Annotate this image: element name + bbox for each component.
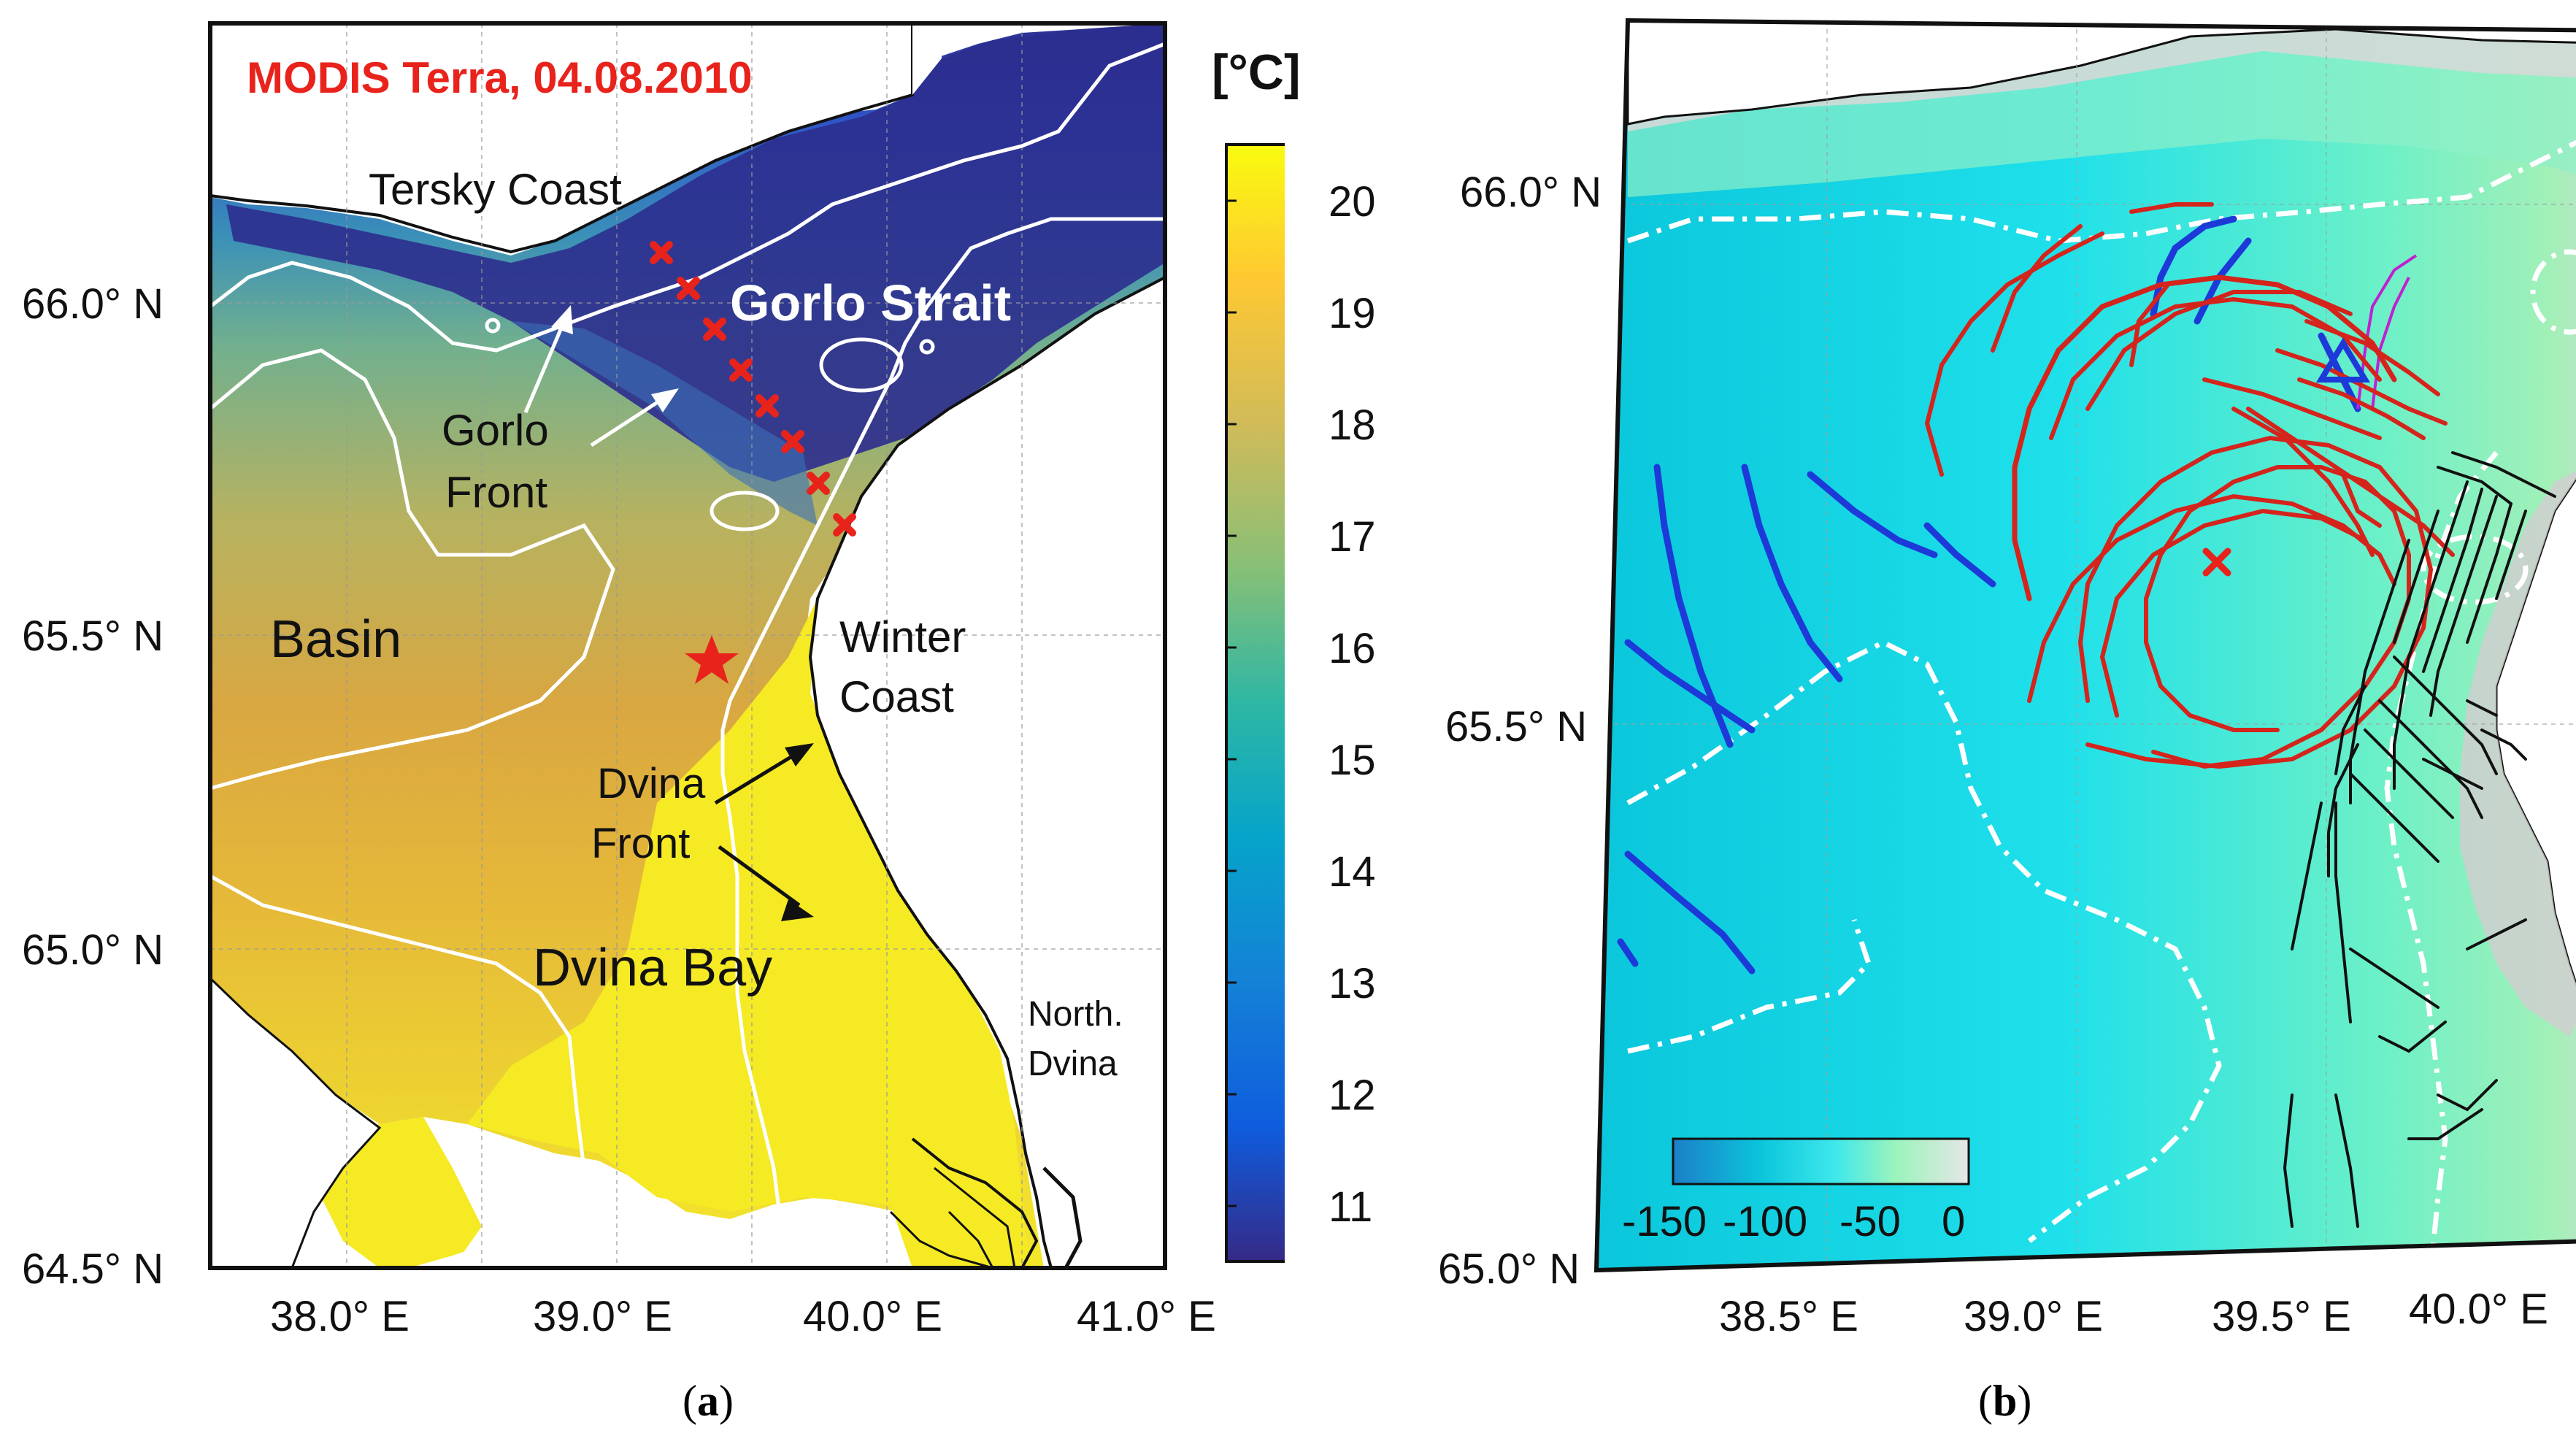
marker-x-6 bbox=[781, 430, 804, 453]
marker-x-3 bbox=[703, 318, 726, 341]
cb-tick-11: 11 bbox=[1329, 1183, 1373, 1231]
caption-b: (b) bbox=[1978, 1377, 2032, 1425]
lon-tick-b-38-5: 38.5° E bbox=[1719, 1293, 1858, 1340]
lat-tick-a-65: 65.0° N bbox=[22, 926, 164, 974]
marker-x-7 bbox=[807, 472, 830, 495]
basin-label: Basin bbox=[270, 610, 402, 669]
lat-tick-a-65-5: 65.5° N bbox=[22, 612, 164, 660]
sst-colorbar bbox=[1225, 143, 1285, 1263]
lat-tick-b-65: 65.0° N bbox=[1438, 1245, 1580, 1293]
lat-tick-a-64-5: 64.5° N bbox=[22, 1245, 164, 1293]
north-dvina-label-1: North. bbox=[1028, 995, 1123, 1034]
cb-tick-15: 15 bbox=[1329, 737, 1376, 784]
south-land bbox=[210, 976, 382, 1268]
release-point-x-marker bbox=[2202, 547, 2231, 577]
depth-cb-tick-0: 0 bbox=[1942, 1198, 1966, 1245]
lat-tick-a-66: 66.0° N bbox=[22, 280, 164, 328]
lon-tick-a-41: 41.0° E bbox=[1077, 1293, 1216, 1340]
cb-tick-18: 18 bbox=[1329, 401, 1376, 449]
black-tracks bbox=[2283, 451, 2556, 1228]
map-frame-b bbox=[1593, 18, 2576, 1273]
triangle-marker bbox=[2315, 337, 2371, 383]
lat-tick-b-66: 66.0° N bbox=[1460, 169, 1602, 216]
dvina-bay-label: Dvina Bay bbox=[533, 939, 773, 997]
bathymetry-track-map bbox=[1593, 18, 2576, 1273]
lon-tick-a-40: 40.0° E bbox=[803, 1293, 942, 1340]
cb-tick-12: 12 bbox=[1329, 1072, 1376, 1119]
lat-tick-b-65-5: 65.5° N bbox=[1445, 703, 1588, 750]
station-star-marker bbox=[685, 635, 739, 684]
front-arrows bbox=[523, 305, 814, 921]
cold-water-band bbox=[226, 25, 1165, 482]
sst-map bbox=[208, 21, 1285, 1270]
caption-a: (a) bbox=[683, 1377, 734, 1425]
depth-cb-tick-100: -100 bbox=[1723, 1198, 1808, 1245]
sampling-markers bbox=[650, 241, 856, 537]
depth-cb-tick-150: -150 bbox=[1622, 1198, 1707, 1245]
winter-coast-label-1: Winter bbox=[839, 612, 966, 661]
depth-colorbar bbox=[1672, 1137, 1970, 1186]
depth-cb-tick-50: -50 bbox=[1839, 1198, 1901, 1245]
cb-tick-19: 19 bbox=[1329, 290, 1376, 337]
warm-dvina-bay bbox=[467, 599, 1029, 1268]
isobath-contours bbox=[210, 42, 1165, 1268]
north-dvina-label-2: Dvina bbox=[1028, 1045, 1118, 1083]
red-tracks bbox=[1924, 202, 2455, 769]
gorlo-front-label-1: Gorlo bbox=[442, 406, 549, 455]
cb-tick-17: 17 bbox=[1329, 513, 1376, 561]
cb-tick-14: 14 bbox=[1329, 848, 1376, 896]
marker-x-1 bbox=[650, 241, 673, 264]
gorlo-strait-label: Gorlo Strait bbox=[730, 274, 1012, 331]
lon-tick-b-39: 39.0° E bbox=[1964, 1293, 2103, 1340]
winter-coast-land bbox=[808, 275, 1165, 1268]
map-title: MODIS Terra, 04.08.2010 bbox=[247, 53, 753, 102]
lon-tick-b-39-5: 39.5° E bbox=[2212, 1293, 2351, 1340]
marker-x-8 bbox=[833, 513, 856, 537]
marker-x-5 bbox=[756, 394, 779, 418]
panel-b: -150 -100 -50 0 66.0° N 65.5° N 65.0° N … bbox=[1387, 0, 2576, 1441]
cb-tick-13: 13 bbox=[1329, 960, 1376, 1007]
marker-x-4 bbox=[729, 358, 753, 382]
marker-x-2 bbox=[677, 277, 700, 300]
cb-tick-20: 20 bbox=[1329, 178, 1376, 226]
isobaths-b bbox=[1626, 114, 2576, 1270]
panel-a: MODIS Terra, 04.08.2010 [°C] Tersky Coas… bbox=[0, 0, 1376, 1441]
gorlo-front-label-2: Front bbox=[445, 468, 548, 517]
map-frame-a bbox=[208, 21, 1167, 1270]
cb-tick-16: 16 bbox=[1329, 625, 1376, 672]
north-land-b bbox=[1626, 20, 2576, 126]
lon-tick-a-38: 38.0° E bbox=[270, 1293, 410, 1340]
lon-tick-a-39: 39.0° E bbox=[533, 1293, 672, 1340]
colorbar-unit: [°C] bbox=[1212, 45, 1301, 100]
winter-coast-label-2: Coast bbox=[839, 672, 954, 721]
tersky-coast-label: Tersky Coast bbox=[369, 165, 622, 214]
dvina-front-label-1: Dvina bbox=[597, 760, 706, 807]
dvina-front-label-2: Front bbox=[591, 820, 691, 867]
lon-tick-b-40: 40.0° E bbox=[2409, 1286, 2548, 1333]
